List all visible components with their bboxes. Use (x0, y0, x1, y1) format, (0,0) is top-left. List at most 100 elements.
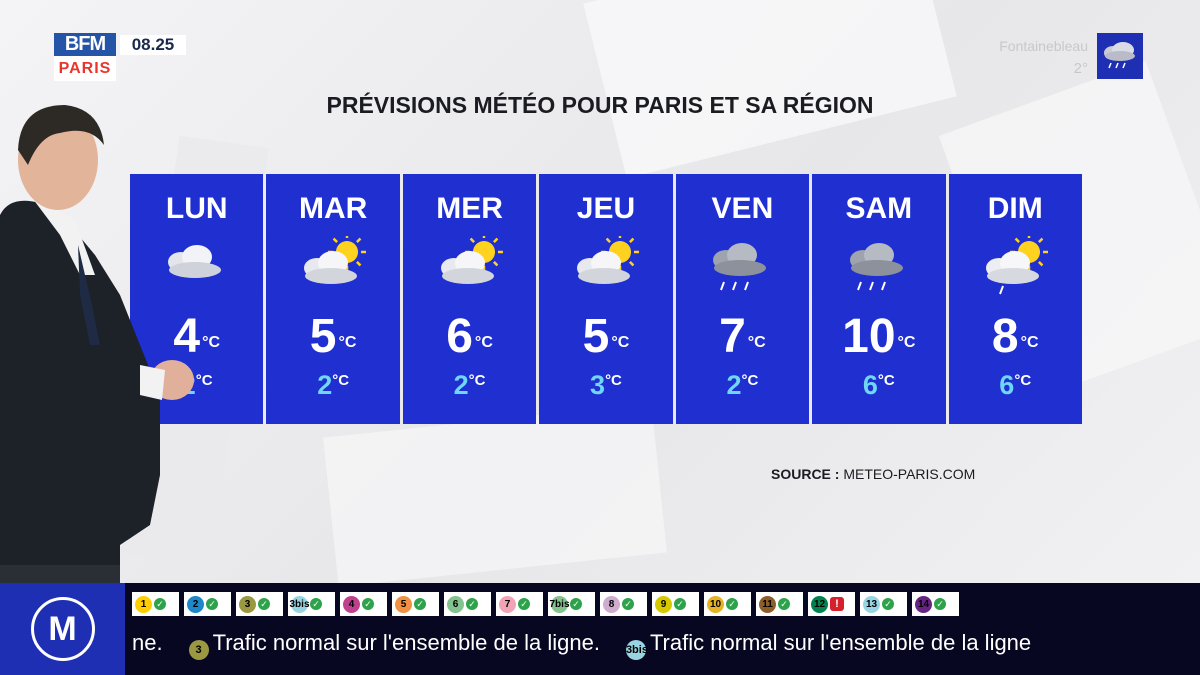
check-icon: ✓ (466, 598, 478, 610)
day-column-mer: MER 6 °C 2°C (402, 174, 537, 424)
metro-line-number: 10 (707, 595, 724, 613)
temp-max-value: 5 (582, 310, 610, 363)
temp-unit: °C (611, 334, 630, 351)
check-icon: ✓ (674, 598, 686, 610)
traffic-scroll-text: ne. 3 Trafic normal sur l'ensemble de la l… (132, 623, 1200, 663)
metro-line-bullet: 3bis (625, 640, 648, 660)
temp-max: 6 °C (403, 312, 536, 362)
check-icon: ✓ (310, 598, 322, 610)
rain-cloud-icon (676, 236, 809, 296)
temp-max-value: 8 (991, 310, 1019, 363)
temp-unit: °C (877, 372, 895, 389)
temp-min-value: 2 (453, 370, 469, 400)
temp-max-value: 7 (719, 310, 746, 363)
temp-unit: °C (332, 372, 350, 389)
traffic-message: Trafic normal sur l'ensemble de la ligne (649, 630, 1032, 655)
metro-line-badge: 3bis ✓ (288, 592, 335, 616)
temp-max-value: 6 (446, 310, 473, 363)
check-icon: ✓ (414, 598, 426, 610)
temp-max: 7 °C (676, 312, 809, 362)
logo-top-text: BFM (54, 33, 116, 56)
temp-min: 6°C (949, 370, 1082, 401)
metro-line-badge: 12! (808, 592, 855, 616)
metro-line-number: 7bis (550, 595, 570, 613)
day-column-ven: VEN 7 °C 2°C (675, 174, 810, 424)
temp-max: 10 °C (812, 312, 945, 362)
metro-line-number: 1 (135, 595, 152, 613)
metro-line-badge: 8 ✓ (600, 592, 647, 616)
decor-shape (323, 403, 667, 583)
check-icon: ✓ (934, 598, 946, 610)
metro-line-number: 11 (759, 595, 776, 613)
logo-bottom-text: PARIS (54, 56, 116, 81)
location-temp: 2° (1073, 60, 1088, 77)
metro-line-number: 2 (187, 595, 204, 613)
metro-line-badge: 4 ✓ (340, 592, 387, 616)
metro-line-badge: 1 ✓ (132, 592, 179, 616)
metro-line-number: 7 (499, 595, 516, 613)
metro-line-badge: 11 ✓ (756, 592, 803, 616)
presenter (0, 105, 194, 585)
sun-cloud-icon (403, 236, 536, 296)
temp-max-value: 4 (173, 310, 201, 363)
day-column-jeu: JEU 5 °C 3°C (539, 174, 673, 424)
temp-unit: °C (468, 372, 486, 389)
temp-max: 8 °C (949, 312, 1082, 362)
clock: 08.25 (120, 35, 186, 55)
day-name: DIM (987, 192, 1043, 225)
temp-unit: °C (1014, 372, 1032, 389)
temp-min: 6°C (812, 370, 945, 401)
channel-logo: BFM PARIS (54, 33, 116, 81)
metro-line-badge: 3 ✓ (236, 592, 283, 616)
source-value: METEO-PARIS.COM (843, 466, 976, 482)
metro-line-number: 6 (447, 595, 464, 613)
day-column-sam: SAM 10 °C 6°C (812, 174, 946, 424)
check-icon: ✓ (518, 598, 530, 610)
day-name: MER (436, 192, 503, 225)
temp-unit: °C (195, 372, 213, 389)
day-name: VEN (711, 192, 774, 225)
temp-min: 2°C (266, 370, 399, 401)
metro-line-number: 9 (655, 595, 672, 613)
temp-unit: °C (741, 372, 759, 389)
forecast-grid: LUN 4°C 2°C MAR 5°C 2°C MER 6°C 2°C JEU … (130, 174, 1082, 424)
metro-line-badge: 5 ✓ (392, 592, 439, 616)
day-name: LUN (165, 192, 228, 225)
location-name: Fontainebleau (999, 38, 1088, 54)
temp-unit: °C (474, 334, 493, 351)
check-icon: ✓ (622, 598, 634, 610)
temp-min: 2°C (676, 370, 809, 401)
metro-line-badge: 14 ✓ (912, 592, 959, 616)
day-column-dim: DIM 8 °C 6°C (948, 174, 1082, 424)
temp-unit: °C (338, 334, 357, 351)
metro-line-badge: 6 ✓ (444, 592, 491, 616)
temp-min-value: 3 (590, 370, 606, 400)
temp-min-value: 2 (317, 370, 333, 400)
metro-line-number: 14 (915, 595, 932, 613)
temp-max-value: 5 (309, 310, 337, 363)
rain-cloud-icon (812, 236, 945, 296)
metro-line-number: 13 (863, 595, 880, 613)
metro-line-badge: 2 ✓ (184, 592, 231, 616)
temp-max: 5 °C (266, 312, 399, 362)
metro-line-number: 3 (239, 595, 256, 613)
metro-letter: M (30, 597, 95, 661)
check-icon: ✓ (570, 598, 582, 610)
check-icon: ✓ (726, 598, 738, 610)
metro-line-number: 3bis (290, 595, 310, 613)
temp-min: 2°C (403, 370, 536, 401)
check-icon: ✓ (882, 598, 894, 610)
temp-min: 3°C (539, 370, 672, 401)
temp-max: 4 °C (130, 312, 263, 362)
metro-line-number: 4 (343, 595, 360, 613)
decor-shape (583, 0, 957, 179)
metro-line-badge: 7 ✓ (496, 592, 543, 616)
metro-line-number: 8 (603, 595, 620, 613)
check-icon: ✓ (206, 598, 218, 610)
check-icon: ✓ (778, 598, 790, 610)
day-name: SAM (845, 192, 913, 225)
page-title: PRÉVISIONS MÉTÉO POUR PARIS ET SA RÉGION (326, 92, 874, 118)
temp-min-value: 2 (726, 370, 742, 400)
metro-lines: 1 ✓ 2 ✓ 3 ✓ 3bis ✓ 4 ✓ 5 ✓ 6 ✓ 7 ✓ 7bis ✓ 8 ✓ 9 ✓ 10 ✓ 11 ✓ 12! 13 ✓… (132, 592, 959, 616)
metro-line-badge: 13 ✓ (860, 592, 907, 616)
